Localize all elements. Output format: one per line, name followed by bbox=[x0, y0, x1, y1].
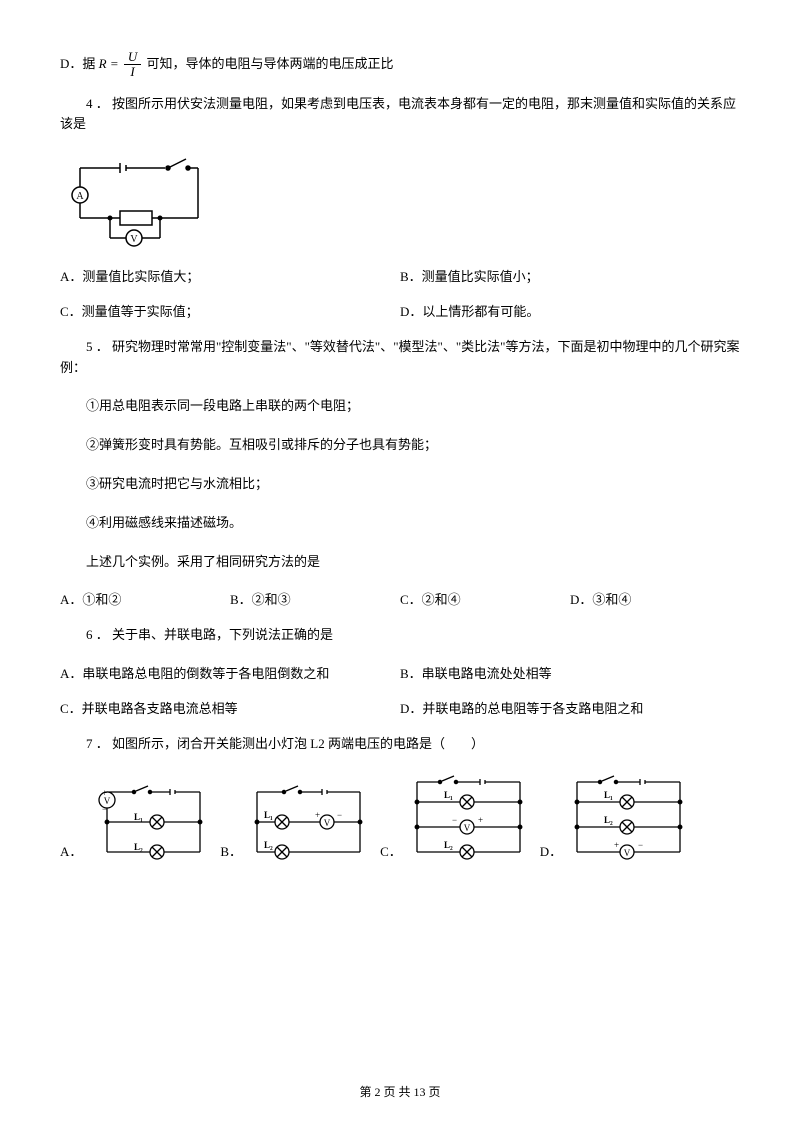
q6-opt-c: C．并联电路各支路电流总相等 bbox=[60, 699, 400, 720]
q5-c3: ③研究电流时把它与水流相比； bbox=[60, 474, 740, 495]
formula-denominator: I bbox=[126, 65, 138, 79]
q5-opt-a: A．①和② bbox=[60, 590, 230, 611]
q7-c-label: C． bbox=[380, 842, 402, 863]
svg-text:−: − bbox=[337, 810, 342, 820]
q4-options-cd: C．测量值等于实际值； D．以上情形都有可能。 bbox=[60, 302, 740, 323]
q5-sub: 上述几个实例。采用了相同研究方法的是 bbox=[60, 552, 740, 573]
svg-text:V: V bbox=[463, 823, 470, 833]
svg-text:+: + bbox=[478, 815, 483, 825]
svg-text:+: + bbox=[315, 810, 320, 820]
q5-opt-d: D．③和④ bbox=[570, 590, 740, 611]
svg-text:V: V bbox=[130, 234, 138, 245]
q5-options: A．①和② B．②和③ C．②和④ D．③和④ bbox=[60, 590, 740, 611]
svg-text:L₂: L₂ bbox=[134, 842, 143, 852]
q4-opt-d: D．以上情形都有可能。 bbox=[400, 302, 740, 323]
q6-options-ab: A．串联电路总电阻的倒数等于各电阻倒数之和 B．串联电路电流处处相等 bbox=[60, 664, 740, 685]
formula-eq: R = bbox=[99, 56, 122, 71]
q5-stem: 5 ． 研究物理时常常用"控制变量法"、"等效替代法"、"模型法"、"类比法"等… bbox=[60, 337, 740, 379]
svg-text:L₁: L₁ bbox=[444, 790, 453, 800]
q5-opt-b: B．②和③ bbox=[230, 590, 400, 611]
svg-text:+: + bbox=[102, 788, 107, 798]
q7-opt-d: D． bbox=[540, 772, 692, 862]
circuit-c-icon: V − + L₁ L₂ bbox=[402, 772, 532, 862]
page-footer: 第 2 页 共 13 页 bbox=[0, 1083, 800, 1102]
q3-option-d: D．据 R = U I 可知，导体的电阻与导体两端的电压成正比 bbox=[60, 50, 740, 80]
q4-stem: 4 ． 按图所示用伏安法测量电阻，如果考虑到电压表，电流表本身都有一定的电阻，那… bbox=[60, 94, 740, 136]
svg-text:−: − bbox=[638, 840, 643, 850]
q7-d-label: D． bbox=[540, 842, 562, 863]
q7-opt-b: B． V + − bbox=[220, 782, 372, 862]
q4-opt-b: B．测量值比实际值小； bbox=[400, 267, 740, 288]
svg-text:+: + bbox=[614, 840, 619, 850]
q7-b-label: B． bbox=[220, 842, 242, 863]
q5-c4: ④利用磁感线来描述磁场。 bbox=[60, 513, 740, 534]
svg-text:A: A bbox=[76, 191, 84, 202]
circuit-d-icon: V + − L₁ L₂ bbox=[562, 772, 692, 862]
svg-text:L₂: L₂ bbox=[444, 840, 453, 850]
svg-text:L₁: L₁ bbox=[604, 790, 613, 800]
q4-opt-c: C．测量值等于实际值； bbox=[60, 302, 400, 323]
q7-options: A． V + − bbox=[60, 772, 740, 862]
q6-options-cd: C．并联电路各支路电流总相等 D．并联电路的总电阻等于各支路电阻之和 bbox=[60, 699, 740, 720]
q6-opt-b: B．串联电路电流处处相等 bbox=[400, 664, 740, 685]
svg-text:L₂: L₂ bbox=[604, 815, 613, 825]
circuit-b-icon: V + − L₁ L₂ bbox=[242, 782, 372, 862]
q7-stem: 7 ． 如图所示，闭合开关能测出小灯泡 L2 两端电压的电路是（ ） bbox=[60, 734, 740, 755]
q3d-suffix: 可知，导体的电阻与导体两端的电压成正比 bbox=[147, 56, 394, 71]
q6-opt-a: A．串联电路总电阻的倒数等于各电阻倒数之和 bbox=[60, 664, 400, 685]
q6-stem: 6 ． 关于串、并联电路，下列说法正确的是 bbox=[60, 625, 740, 646]
q4-opt-a: A．测量值比实际值大； bbox=[60, 267, 400, 288]
q4-options-ab: A．测量值比实际值大； B．测量值比实际值小； bbox=[60, 267, 740, 288]
svg-text:L₁: L₁ bbox=[264, 810, 273, 820]
svg-text:L₂: L₂ bbox=[264, 840, 273, 850]
formula-numerator: U bbox=[124, 50, 141, 65]
q3d-prefix: D．据 bbox=[60, 56, 95, 71]
q5-c2: ②弹簧形变时具有势能。互相吸引或排斥的分子也具有势能； bbox=[60, 435, 740, 456]
q5-c1: ①用总电阻表示同一段电路上串联的两个电阻； bbox=[60, 396, 740, 417]
svg-text:V: V bbox=[624, 848, 631, 858]
q7-a-label: A． bbox=[60, 842, 82, 863]
formula-fraction: U I bbox=[124, 50, 141, 80]
q7-opt-c: C． bbox=[380, 772, 532, 862]
svg-text:−: − bbox=[452, 815, 457, 825]
svg-text:L₁: L₁ bbox=[134, 812, 143, 822]
q6-opt-d: D．并联电路的总电阻等于各支路电阻之和 bbox=[400, 699, 740, 720]
circuit-a-icon: V + − L₁ L₂ bbox=[82, 782, 212, 862]
q7-opt-a: A． V + − bbox=[60, 782, 212, 862]
svg-text:−: − bbox=[102, 804, 107, 814]
svg-text:V: V bbox=[324, 818, 331, 828]
q4-circuit-diagram: A V bbox=[60, 153, 740, 253]
q5-opt-c: C．②和④ bbox=[400, 590, 570, 611]
